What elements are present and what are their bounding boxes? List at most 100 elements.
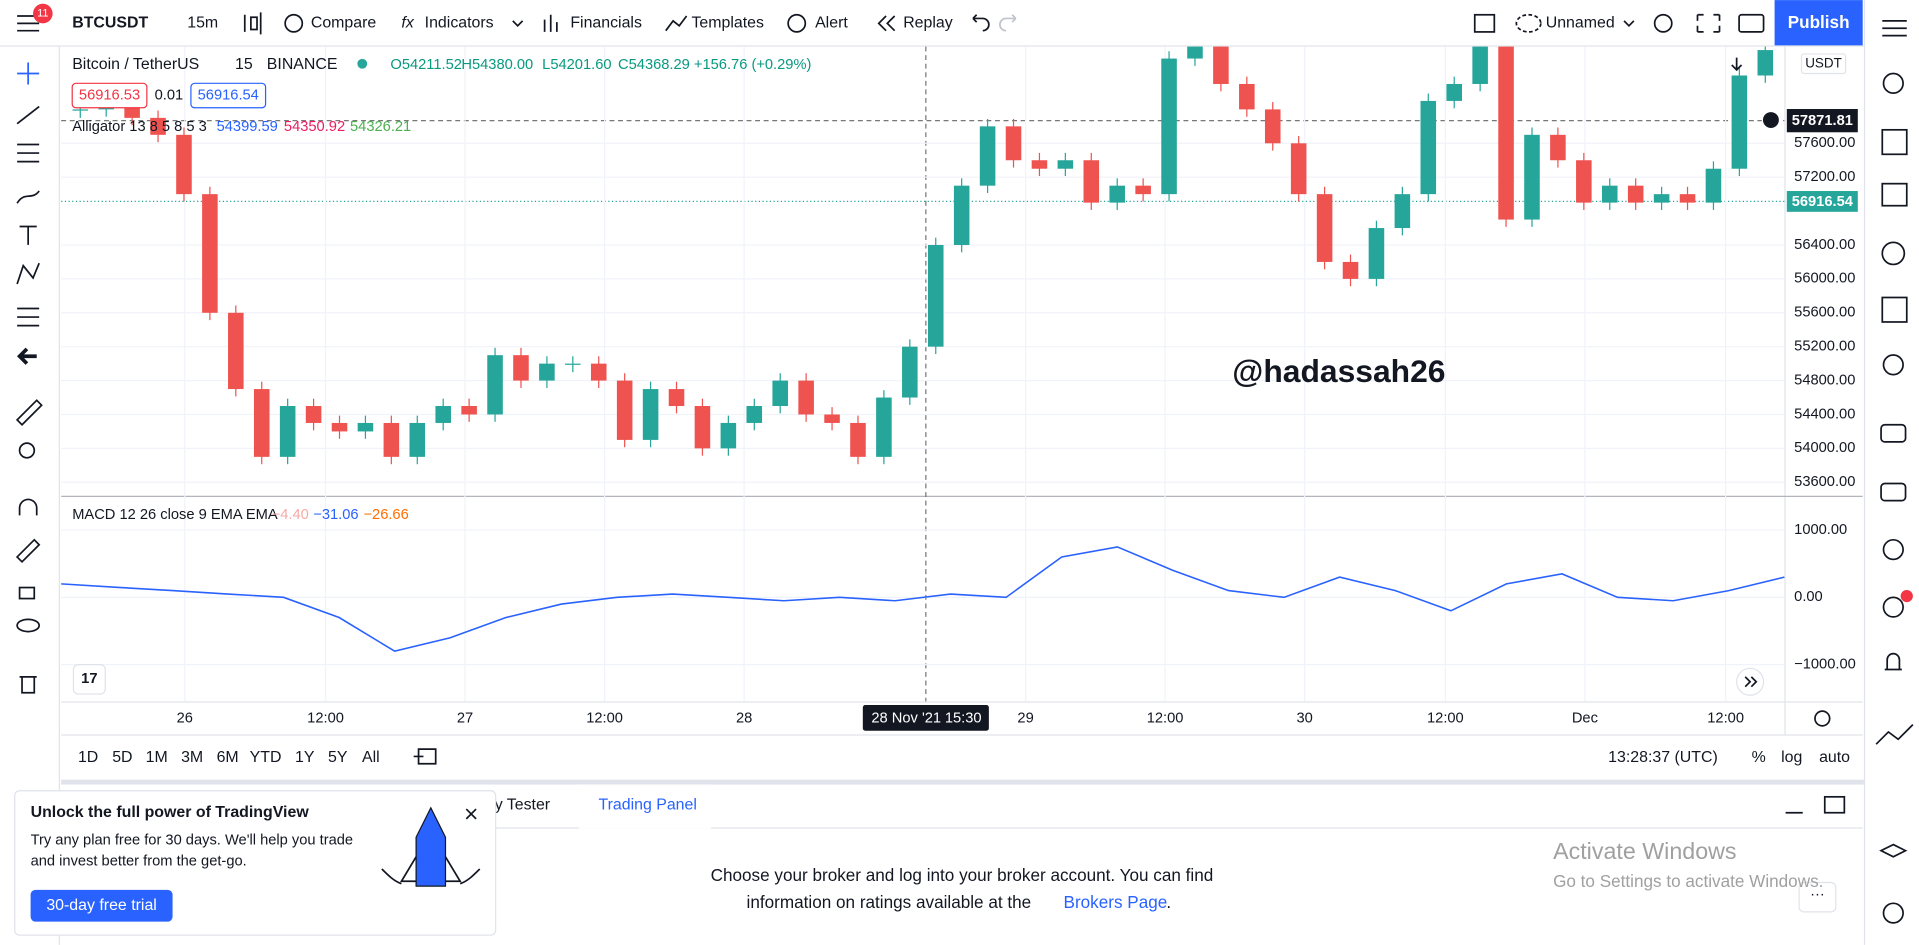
candle [1213,46,1229,84]
auto-toggle[interactable]: auto [1819,749,1850,766]
calendar[interactable] [1881,296,1908,323]
trendline-tool[interactable] [16,105,40,125]
range-button[interactable]: 1M [146,749,168,766]
goto-date[interactable] [413,748,437,765]
maximize-panel[interactable] [1823,795,1846,814]
scroll-icon[interactable] [1731,57,1743,72]
news[interactable] [1881,128,1908,156]
back-tool[interactable] [16,347,37,365]
range-button[interactable]: 5Y [328,749,348,766]
candle [383,422,400,457]
templates[interactable]: Templates [691,15,764,32]
drawing-mode[interactable] [15,538,41,564]
range-button[interactable]: 6M [217,749,239,766]
brush-tool[interactable] [16,190,40,204]
data-window[interactable] [1881,182,1908,207]
rocket [415,806,447,887]
publish-button[interactable] [1774,0,1863,46]
candle [953,185,970,245]
candle [694,406,711,449]
range-button[interactable]: 1D [78,749,98,766]
sell-price: 56916.53 [79,87,140,103]
sell-button[interactable] [71,82,148,109]
price-tick-label: 57600.00 [1794,135,1855,151]
undo[interactable] [972,14,990,32]
notifications[interactable] [1884,652,1902,671]
candle [1083,160,1100,203]
prediction-tool[interactable] [17,307,40,327]
candle [590,363,607,381]
panel-tab[interactable]: Trading Panel [598,797,696,814]
candle [798,380,814,415]
compare[interactable]: Compare [311,15,377,32]
layout-icon[interactable] [1473,13,1496,33]
text-tool[interactable] [19,225,37,245]
panel-tab[interactable]: gy Tester [486,797,551,814]
currency-box[interactable] [1800,53,1847,75]
percent-toggle[interactable]: % [1752,749,1766,766]
alerts[interactable] [1882,72,1904,94]
crosshair-time: 15:30 [945,710,982,726]
brokers-link[interactable]: Brokers Page [1064,892,1168,912]
macd-label: MACD 12 26 close 9 EMA EMA [72,507,278,523]
buy-button[interactable] [190,82,267,109]
ideas-stream[interactable] [1882,538,1904,561]
hide-tool[interactable] [16,618,41,633]
financials[interactable]: Financials [570,15,642,32]
alligator-jaw: 54399.59 [217,119,278,135]
candle [1109,185,1125,203]
close-promo[interactable] [465,808,477,820]
alert[interactable]: Alert [815,15,848,32]
range-button[interactable]: YTD [250,749,282,766]
signal-value: −26.66 [363,507,408,523]
range-button[interactable]: 1Y [295,749,315,766]
trial-label: 30-day free trial [46,897,157,914]
more-button[interactable] [1798,881,1837,913]
clock[interactable]: 13:28:37 (UTC) [1608,749,1718,766]
candle [1005,126,1022,161]
interval[interactable]: 15m [187,15,218,32]
streams[interactable] [1880,482,1907,502]
watchlist[interactable] [1882,20,1907,37]
zoom-tool[interactable] [18,442,36,459]
add-alert[interactable] [1761,110,1781,130]
object-tree[interactable] [1879,843,1908,858]
lock-tool[interactable] [18,586,36,600]
crosshair-tool[interactable] [17,62,40,85]
watermark: @hadassah26 [1232,353,1445,389]
range-button[interactable]: 3M [181,749,203,766]
fib-tool[interactable] [17,143,40,163]
price-tick-label: 55600.00 [1794,305,1855,321]
ruler-tool[interactable] [15,399,43,426]
ohlc-change: +156.76 (+0.29%) [694,57,811,73]
trial-button[interactable] [30,889,173,922]
delete-tool[interactable] [19,676,37,694]
trading-panel[interactable] [1875,724,1914,745]
snapshot[interactable] [1738,13,1765,33]
tv-logo[interactable] [72,664,106,695]
fullscreen[interactable] [1696,13,1721,33]
hotlist[interactable] [1881,241,1906,266]
help[interactable] [1882,902,1904,924]
broadcast[interactable] [1882,596,1904,618]
macd-histogram-value: −4.40 [272,507,309,523]
symbol[interactable]: BTCUSDT [72,15,148,32]
range-button[interactable]: All [362,749,380,766]
magnet-tool[interactable] [18,498,38,516]
log-toggle[interactable]: log [1781,749,1802,766]
indicators[interactable]: Indicators [425,15,494,32]
alligator-teeth: 54350.92 [284,119,345,135]
layout-name[interactable]: Unnamed [1546,15,1615,32]
redo[interactable] [999,14,1017,32]
settings[interactable] [1653,13,1673,33]
pattern-tool[interactable] [16,262,40,285]
chart-type-icon[interactable] [243,12,262,35]
candle [176,134,192,195]
chats[interactable] [1880,423,1907,443]
range-button[interactable]: 5D [112,749,132,766]
axis-settings[interactable] [1814,710,1831,727]
ideas[interactable] [1882,354,1904,376]
replay[interactable]: Replay [903,15,953,32]
